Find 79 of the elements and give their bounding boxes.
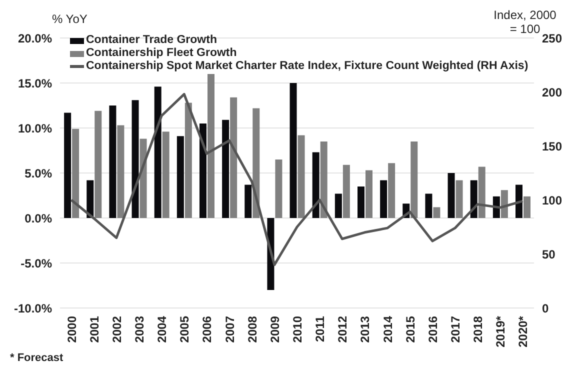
bar — [320, 142, 328, 218]
x-tick-label: 2007 — [222, 316, 237, 343]
y-tick-label: 5.0% — [24, 166, 52, 180]
bar — [410, 142, 418, 218]
bar — [448, 173, 455, 218]
x-tick-label: 2000 — [64, 316, 79, 343]
x-tick-label: 2009 — [268, 316, 282, 343]
x-tick-label: 2020* — [516, 316, 530, 348]
x-tick-label: 2004 — [155, 316, 170, 343]
y2-tick-label: 200 — [542, 85, 562, 100]
x-tick-label: 2014 — [380, 316, 395, 343]
bar — [109, 106, 116, 218]
bar — [312, 152, 320, 218]
legend-label: Container Trade Growth — [86, 34, 217, 47]
bar — [523, 196, 530, 218]
bar — [388, 163, 396, 218]
y-tick-label: 15.0% — [18, 76, 52, 90]
bar — [478, 166, 486, 218]
x-tick-label: 2005 — [178, 316, 192, 343]
x-tick-label: 2008 — [245, 316, 260, 343]
y2-tick-label: 250 — [542, 31, 562, 46]
bar — [290, 83, 297, 218]
bar — [162, 132, 170, 218]
bar — [365, 170, 372, 218]
x-tick-label: 2013 — [358, 316, 372, 343]
bar — [154, 86, 162, 218]
x-tick-label: 2019* — [494, 316, 508, 348]
x-tick-label: 2015 — [403, 316, 418, 343]
bar — [470, 180, 478, 218]
bar — [94, 110, 102, 218]
x-tick-label: 2006 — [200, 316, 214, 343]
y-tick-label: -5.0% — [20, 256, 52, 270]
bar — [425, 194, 432, 218]
y2-tick-label: 100 — [542, 193, 562, 208]
y2-tick-label: 50 — [542, 247, 556, 262]
bar — [500, 190, 508, 218]
bar — [184, 102, 192, 218]
y-tick-label: -10.0% — [14, 301, 52, 316]
bar — [86, 180, 94, 218]
bar — [207, 74, 214, 218]
legend-label: Containership Spot Market Charter Rate Index, Fixture Count Weighted (RH Axis) — [86, 60, 528, 73]
x-tick-label: 2011 — [313, 316, 328, 342]
x-tick-label: 2012 — [336, 316, 350, 343]
y-tick-label: 0.0% — [24, 211, 52, 226]
bar — [140, 138, 147, 218]
bar — [132, 100, 139, 218]
x-tick-label: 2016 — [426, 316, 440, 343]
bar — [252, 108, 260, 218]
bar — [230, 97, 238, 218]
x-tick-label: 2002 — [110, 316, 124, 343]
x-tick-label: 2017 — [448, 316, 463, 343]
y-tick-label: 20.0% — [18, 31, 52, 46]
bar — [380, 180, 388, 218]
bar — [357, 186, 364, 218]
bar — [275, 160, 282, 218]
y-axis-title: % YoY — [52, 12, 88, 26]
y2-tick-label: 0 — [542, 301, 549, 316]
x-tick-label: 2001 — [87, 316, 102, 343]
x-tick-label: 2018 — [471, 316, 486, 343]
bar — [515, 184, 522, 218]
bar — [117, 125, 124, 218]
bar — [199, 124, 206, 218]
bar — [342, 164, 350, 218]
bar — [456, 180, 463, 218]
bar — [433, 207, 440, 218]
x-tick-label: 2010 — [290, 316, 305, 343]
legend-label: Containership Fleet Growth — [86, 47, 237, 60]
bar — [176, 136, 184, 218]
bar — [222, 120, 230, 218]
text: * Forecast — [10, 352, 64, 364]
y2-tick-label: 150 — [542, 139, 562, 154]
bar — [298, 135, 305, 218]
bar — [64, 112, 72, 218]
bar — [72, 128, 80, 218]
bar — [244, 184, 252, 218]
bar — [334, 194, 342, 218]
y-tick-label: 10.0% — [18, 121, 52, 136]
line-series — [70, 92, 524, 266]
x-tick-label: 2003 — [132, 316, 147, 343]
